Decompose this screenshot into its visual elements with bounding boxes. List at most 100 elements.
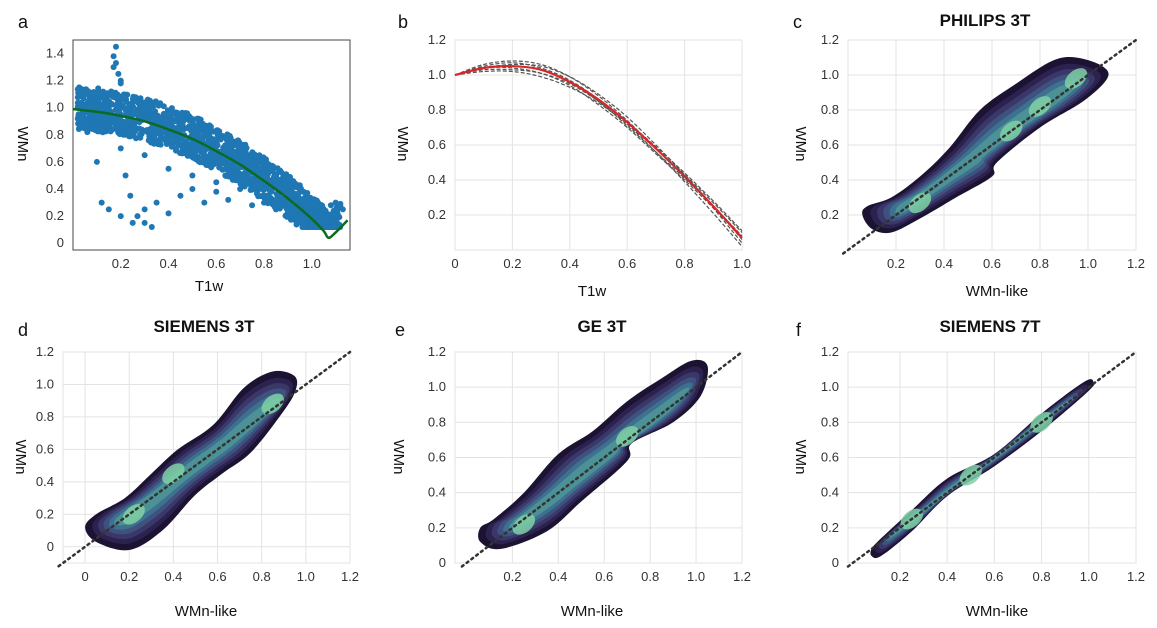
- scatter-point: [283, 171, 290, 178]
- density-peak: [908, 192, 932, 214]
- scatter-point: [323, 216, 330, 223]
- x-axis-label-c: WMn-like: [966, 283, 1029, 300]
- scatter-point: [155, 140, 162, 147]
- mean-curve: [454, 65, 743, 239]
- scatter-point: [261, 173, 268, 180]
- scatter-point: [330, 211, 337, 218]
- scatter-point: [141, 107, 148, 114]
- x-tick-label-e: 1.2: [733, 569, 751, 584]
- y-tick-label-d: 0.2: [36, 506, 54, 521]
- x-tick-label-b: 0.4: [561, 256, 579, 271]
- scatter-point: [287, 192, 294, 199]
- scatter-point: [130, 132, 137, 139]
- scatter-point: [272, 206, 279, 213]
- scatter-point: [224, 144, 231, 151]
- scatter-point: [173, 137, 180, 144]
- scatter-point: [274, 176, 281, 183]
- x-tick-label-d: 0.6: [208, 569, 226, 584]
- scatter-point: [102, 113, 109, 120]
- y-tick-label-a: 1.0: [46, 100, 64, 115]
- scatter-point: [165, 165, 172, 172]
- scatter-point: [292, 183, 299, 190]
- y-tick-label-a: 1.2: [46, 73, 64, 88]
- chart-panel-f: 0.2 0.4 0.6 0.8 1.0 1.2 0 0.2 0.4 0.6 0.8 1.0 1.2: [821, 344, 1145, 584]
- scatter-point: [231, 150, 238, 157]
- fit-line: [72, 107, 349, 240]
- y-tick-label-e: 0.4: [428, 485, 446, 500]
- scatter-point: [216, 164, 223, 171]
- y-axis-label-c: WMn: [792, 127, 809, 162]
- scatter-point: [137, 95, 144, 102]
- scatter-point: [255, 193, 262, 200]
- scatter-point: [304, 190, 311, 196]
- x-axis-label-a: T1w: [195, 278, 224, 295]
- density-peak: [122, 503, 145, 525]
- scatter-point: [249, 179, 256, 186]
- scatter-point: [244, 175, 250, 182]
- scatter-point: [184, 125, 191, 132]
- scatter-point: [268, 199, 275, 206]
- scatter-point: [122, 172, 129, 179]
- model-curve: [454, 70, 743, 233]
- scatter-point: [265, 192, 272, 199]
- y-tick-label-a: 0.6: [46, 154, 64, 169]
- panel-letter-d: d: [18, 320, 28, 340]
- scatter-point: [117, 80, 124, 87]
- x-tick-label-d: 1.0: [297, 569, 315, 584]
- y-tick-label-e: 1.2: [428, 344, 446, 359]
- scatter-point: [320, 206, 327, 213]
- y-tick-label-e: 1.0: [428, 379, 446, 394]
- scatter-point: [150, 100, 157, 107]
- scatter-point: [160, 111, 167, 118]
- x-tick-label-b: 0.2: [503, 256, 521, 271]
- model-curve: [454, 63, 743, 244]
- chart-title-d: SIEMENS 3T: [153, 317, 255, 336]
- scatter-point: [117, 145, 124, 152]
- scatter-point: [272, 196, 279, 203]
- x-tick-label-f: 0.6: [985, 569, 1003, 584]
- x-tick-label-f: 1.0: [1080, 569, 1098, 584]
- scatter-point: [160, 103, 167, 110]
- scatter-point: [141, 219, 148, 226]
- scatter-point: [79, 86, 86, 93]
- x-tick-label-a: 0.6: [207, 256, 225, 271]
- scatter-point: [81, 118, 88, 125]
- y-tick-label-d: 0.4: [36, 474, 54, 489]
- x-tick-label-b: 0.6: [618, 256, 636, 271]
- scatter-point: [120, 118, 127, 125]
- y-tick-label-f: 1.2: [821, 344, 839, 359]
- plot-frame: [72, 39, 351, 251]
- scatter-point: [313, 197, 320, 204]
- scatter-point: [146, 100, 153, 107]
- density-contour: [508, 387, 690, 530]
- scatter-point: [247, 161, 254, 168]
- scatter-point: [330, 217, 337, 224]
- density-peak: [162, 463, 185, 485]
- x-tick-label-a: 0.2: [112, 256, 130, 271]
- scatter-point: [95, 85, 102, 92]
- y-tick-label-a: 1.4: [46, 46, 64, 61]
- scatter-point: [108, 88, 115, 95]
- x-tick-label-c: 1.0: [1079, 256, 1097, 271]
- scatter-point: [119, 102, 126, 109]
- scatter-point: [296, 210, 303, 217]
- scatter-point: [153, 199, 160, 206]
- model-curve: [454, 60, 743, 240]
- scatter-point: [108, 127, 115, 134]
- y-tick-label-b: 1.0: [428, 67, 446, 82]
- chart-panel-e: 0.2 0.4 0.6 0.8 1.0 1.2 0 0.2 0.4 0.6 0.8 1.0 1.2: [428, 344, 751, 584]
- scatter-point: [168, 106, 175, 113]
- density-peak: [512, 513, 536, 535]
- x-tick-label-c: 0.6: [983, 256, 1001, 271]
- scatter-point: [200, 154, 207, 161]
- y-axis-label-d: WMn: [12, 440, 29, 475]
- scatter-point: [179, 118, 186, 125]
- scatter-point: [137, 131, 144, 138]
- scatter-point: [284, 213, 291, 220]
- scatter-point: [225, 168, 232, 175]
- x-tick-label-e: 0.2: [503, 569, 521, 584]
- panel-letter-b: b: [398, 12, 408, 32]
- x-tick-label-b: 0.8: [676, 256, 694, 271]
- scatter-point: [91, 121, 98, 127]
